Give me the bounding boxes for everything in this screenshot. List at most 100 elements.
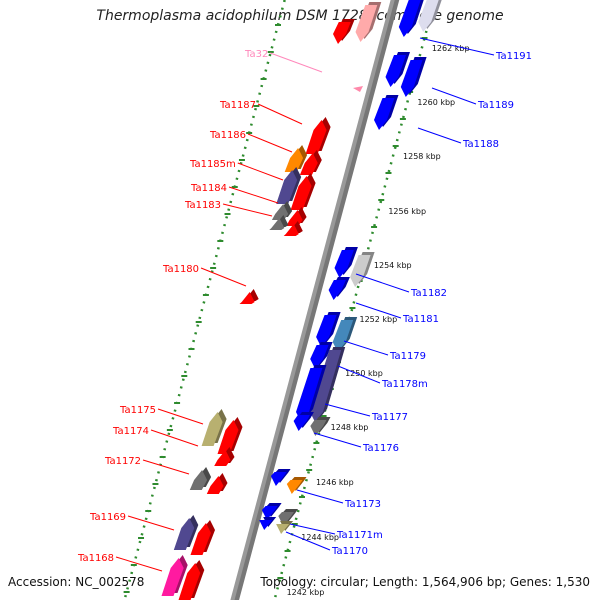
kbp-tick-label: 1252 kbp [359, 315, 397, 324]
right-tick-track [273, 0, 436, 600]
gene-block [161, 558, 184, 596]
gene-label-right: Ta1178m [381, 379, 428, 390]
gene-label-right: Ta1173 [344, 499, 381, 510]
gene-label-right: Ta1177 [371, 412, 408, 423]
gene-block [276, 170, 298, 204]
leader-line [343, 340, 389, 356]
gene-block [261, 506, 278, 520]
kbp-tick-label: 1250 kbp [345, 369, 383, 378]
gene-block [286, 210, 303, 226]
gene-block [206, 476, 224, 494]
gene-block [271, 204, 289, 220]
gene-label-left: Ta32 [244, 49, 268, 60]
leader-line [289, 523, 336, 535]
kbp-tick-label: 1256 kbp [388, 207, 426, 216]
gene-block [334, 250, 354, 278]
leader-line [115, 556, 163, 572]
gene-block [214, 450, 231, 466]
gene-block [283, 224, 299, 236]
backbone-shadow [233, 0, 400, 600]
gene-block [217, 420, 239, 454]
leader-line [127, 515, 175, 531]
backbone-line [230, 0, 395, 600]
gene-block [332, 320, 354, 352]
gene-block [353, 86, 363, 92]
gene-label-left: Ta1172 [104, 456, 141, 467]
gene-label-right: Ta1179 [389, 351, 426, 362]
gene-label-right: Ta1191 [495, 51, 532, 62]
gene-block [310, 350, 342, 422]
gene-label-right: Ta1189 [477, 100, 514, 111]
kbp-tick-label: 1242 kbp [287, 588, 325, 597]
leader-line [142, 459, 190, 475]
leader-line [337, 365, 381, 384]
gene-block [286, 480, 303, 494]
gene-label-left: Ta1187 [219, 100, 256, 111]
gene-block [333, 22, 351, 44]
gene-block [276, 524, 291, 534]
gene-block [270, 472, 287, 486]
gene-label-right: Ta1176 [362, 443, 399, 454]
gene-block [310, 420, 327, 436]
kbp-tick-label: 1254 kbp [374, 261, 412, 270]
gene-block [400, 60, 423, 97]
gene-block [173, 518, 195, 550]
genome-summary: Topology: circular; Length: 1,564,906 bp… [260, 575, 590, 589]
gene-block [305, 120, 327, 154]
kbp-tick-label: 1248 kbp [331, 423, 369, 432]
kbp-tick-label: 1258 kbp [403, 152, 441, 161]
gene-label-left: Ta1185m [189, 159, 236, 170]
kbp-tick-label: 1246 kbp [316, 478, 354, 487]
gene-block [178, 563, 201, 600]
gene-block [350, 255, 371, 287]
gene-label-right: Ta1188 [462, 139, 499, 150]
leader-line [237, 162, 284, 181]
gene-block [385, 55, 406, 87]
gene-block [290, 176, 312, 210]
gene-block [398, 0, 421, 37]
gene-block [418, 0, 439, 32]
leader-line [200, 267, 247, 287]
gene-block [328, 280, 346, 300]
gene-label-left: Ta1169 [89, 512, 126, 523]
gene-block [190, 523, 211, 555]
leader-line [355, 273, 410, 293]
gene-label-left: Ta1186 [209, 130, 246, 141]
leader-line [150, 429, 199, 447]
gene-block [299, 153, 318, 175]
gene-block [316, 315, 337, 347]
leader-line [355, 302, 402, 319]
gene-block [296, 368, 323, 422]
gene-block [239, 292, 255, 304]
leader-line [222, 203, 273, 217]
gene-block [355, 5, 378, 42]
leader-line [296, 489, 344, 504]
leader-line [324, 403, 371, 417]
leader-line [313, 432, 362, 448]
gene-block [310, 345, 329, 369]
gene-label-left: Ta1180 [162, 264, 199, 275]
gene-label-left: Ta1175 [119, 405, 156, 416]
leader-line [157, 408, 204, 425]
gene-label-right: Ta1181 [402, 314, 439, 325]
left-tick-track [123, 0, 286, 600]
gene-block [189, 470, 208, 490]
leader-line [285, 531, 331, 551]
leader-line [247, 133, 293, 153]
gene-label-right: Ta1182 [410, 288, 447, 299]
leader-line [228, 186, 279, 204]
gene-label-left: Ta1174 [112, 426, 149, 437]
gene-block [284, 148, 304, 172]
gene-block [201, 412, 223, 446]
gene-label-left: Ta1168 [77, 553, 114, 564]
gene-label-right: Ta1170 [331, 546, 368, 557]
leader-line [257, 103, 303, 125]
accession-label: Accession: NC_002578 [8, 575, 145, 589]
gene-label-left: Ta1183 [184, 200, 221, 211]
kbp-tick-label: 1244 kbp [301, 533, 339, 542]
gene-block [269, 218, 285, 230]
leader-line [431, 87, 477, 105]
gene-block [259, 520, 274, 530]
gene-label-right: Ta1171m [336, 530, 383, 541]
